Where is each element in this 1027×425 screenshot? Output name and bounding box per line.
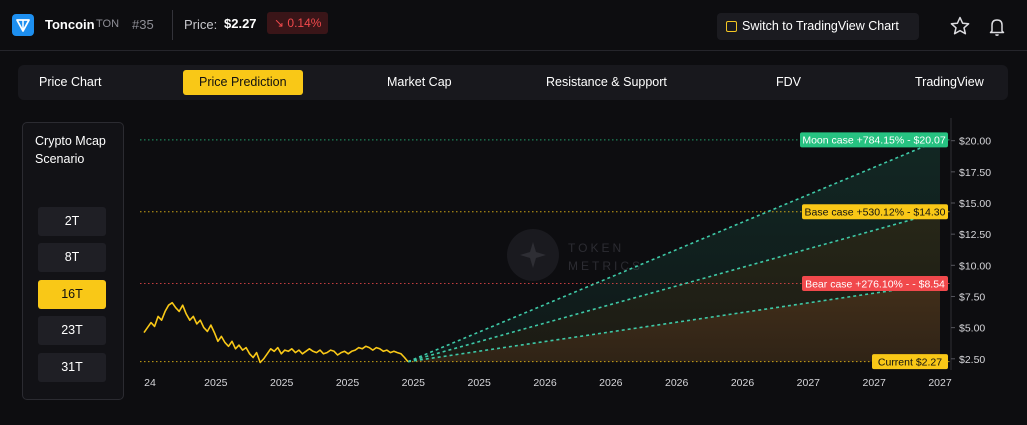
y-tick-label: $17.50 xyxy=(959,167,991,179)
header-divider xyxy=(172,10,173,40)
y-tick-label: $20.00 xyxy=(959,136,991,148)
scenario-2t-button[interactable]: 2T xyxy=(38,207,106,236)
x-tick-label: 2025 xyxy=(204,377,228,389)
tab-market-cap[interactable]: Market Cap xyxy=(387,75,452,89)
moon-case-label-box xyxy=(800,132,948,148)
current-label: Current $2.27 xyxy=(878,356,942,368)
moon-case-label: Moon case +784.15% - $20.07 xyxy=(802,135,945,147)
bell-icon xyxy=(989,19,1005,36)
coin-name: Toncoin xyxy=(45,17,95,32)
x-tick-label: 2026 xyxy=(731,377,755,389)
watermark-line1: TOKEN xyxy=(568,241,624,255)
x-tick-label: 2026 xyxy=(665,377,689,389)
x-tick-label: 2025 xyxy=(402,377,426,389)
token-metrics-watermark: TOKEN METRICS xyxy=(507,229,643,281)
watermark-line2: METRICS xyxy=(568,259,643,273)
price-change-badge: ↘ 0.14% xyxy=(267,12,329,34)
scenario-31t-button[interactable]: 31T xyxy=(38,353,106,382)
toncoin-logo-icon xyxy=(12,14,34,36)
bear-case-label-box xyxy=(802,276,948,292)
switch-tradingview-label: Switch to TradingView Chart xyxy=(742,19,899,33)
price-label: Price: xyxy=(184,17,218,32)
chart-icon xyxy=(726,21,737,32)
base-case-label-box xyxy=(802,204,948,220)
x-tick-label: 2027 xyxy=(862,377,886,389)
coin-rank: #35 xyxy=(132,17,154,32)
chart-tabs: Price Chart Price Prediction Market Cap … xyxy=(18,65,1008,100)
y-tick-label: $10.00 xyxy=(959,260,991,272)
tab-price-prediction[interactable]: Price Prediction xyxy=(183,70,303,95)
x-tick-label: 2027 xyxy=(797,377,821,389)
scenario-23t-button[interactable]: 23T xyxy=(38,316,106,345)
scenario-8t-button[interactable]: 8T xyxy=(38,243,106,272)
switch-tradingview-button[interactable]: Switch to TradingView Chart xyxy=(717,13,919,40)
moon-case-projection xyxy=(407,139,941,363)
x-tick-label: 2025 xyxy=(336,377,360,389)
base-case-projection xyxy=(407,210,941,363)
bear-case-label: Bear case +276.10% - - $8.54 xyxy=(805,278,945,290)
y-tick-label: $15.00 xyxy=(959,198,991,210)
x-tick-label: 2026 xyxy=(599,377,623,389)
price-change-value: 0.14% xyxy=(287,16,322,30)
price-prediction-chart: TOKEN METRICS $20.00 $17.50 $15.00 $12.50 $1… xyxy=(140,118,991,389)
tab-price-chart[interactable]: Price Chart xyxy=(39,75,102,89)
header: Toncoin TON #35 Price: $2.27 ↘ 0.14% Swi… xyxy=(0,0,1027,51)
y-tick-label: $5.00 xyxy=(959,323,985,335)
tab-resistance-support[interactable]: Resistance & Support xyxy=(546,75,667,89)
base-case-label: Base case +530.12% - $14.30 xyxy=(805,207,946,219)
mcap-scenario-panel: Crypto Mcap Scenario 2T 8T 16T 23T 31T xyxy=(22,122,124,400)
x-tick-label: 2026 xyxy=(533,377,557,389)
tab-tradingview[interactable]: TradingView xyxy=(915,75,984,89)
scenario-16t-button[interactable]: 16T xyxy=(38,280,106,309)
x-tick-label: 2025 xyxy=(467,377,491,389)
tab-fdv[interactable]: FDV xyxy=(776,75,801,89)
star-icon xyxy=(950,16,970,35)
price-history-line xyxy=(143,301,409,364)
x-tick-label: 24 xyxy=(144,377,156,389)
x-tick-label: 2027 xyxy=(928,377,952,389)
scenario-title: Crypto Mcap Scenario xyxy=(35,134,106,166)
x-tick-label: 2025 xyxy=(270,377,294,389)
coin-ticker: TON xyxy=(96,18,120,30)
y-tick-label: $2.50 xyxy=(959,354,985,366)
favorite-button[interactable] xyxy=(946,13,974,40)
current-label-box xyxy=(872,354,948,370)
price-value: $2.27 xyxy=(224,16,257,31)
y-tick-label: $12.50 xyxy=(959,229,991,241)
y-tick-label: $7.50 xyxy=(959,291,985,303)
down-arrow-icon: ↘ xyxy=(274,16,285,30)
alert-button[interactable] xyxy=(983,13,1011,40)
